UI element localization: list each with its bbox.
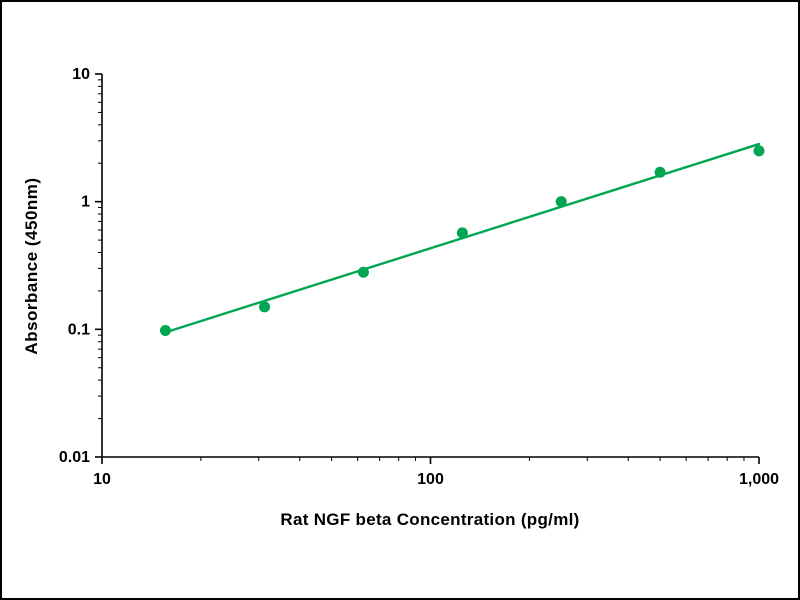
- data-point-marker: [259, 301, 271, 313]
- x-tick-label: 1,000: [739, 471, 779, 488]
- y-tick-label: 10: [72, 66, 90, 83]
- data-point-marker: [654, 166, 666, 178]
- y-tick-labels: 0.01 0.1 1 10: [59, 66, 90, 466]
- y-tick-label: 0.01: [59, 449, 90, 466]
- x-tick-labels: 10 100 1,000: [93, 471, 779, 488]
- data-point-marker: [555, 196, 567, 208]
- x-axis-label: Rat NGF beta Concentration (pg/ml): [280, 510, 580, 529]
- data-point-marker: [753, 145, 765, 157]
- y-axis-ticks: [95, 73, 102, 458]
- data-point-marker: [159, 324, 171, 336]
- x-tick-label: 100: [417, 471, 444, 488]
- x-tick-label: 10: [93, 471, 111, 488]
- data-point-marker: [357, 266, 369, 278]
- axes: [101, 74, 759, 458]
- data-points: [159, 145, 765, 336]
- y-tick-label: 1: [81, 194, 90, 211]
- data-point-marker: [456, 227, 468, 239]
- x-axis-ticks: [101, 457, 760, 464]
- y-tick-label: 0.1: [68, 321, 90, 338]
- y-axis-label: Absorbance (450nm): [22, 177, 41, 355]
